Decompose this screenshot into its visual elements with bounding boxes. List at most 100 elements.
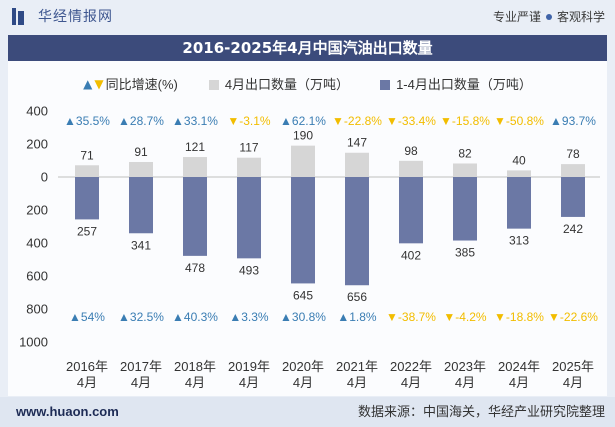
footer: www.huaon.com 数据来源：中国海关，华经产业研究院整理 (0, 397, 615, 427)
category-label: 2024年 4月 (498, 359, 540, 390)
growth-label-april: ▼-33.4% (386, 114, 436, 128)
y-tick-label: 400 (26, 236, 48, 251)
slogan: 专业严谨 客观科学 (493, 9, 605, 25)
value-label-april: 98 (404, 144, 418, 158)
category-label: 2023年 4月 (444, 359, 486, 390)
growth-label-jan-apr: ▲3.3% (229, 310, 269, 324)
category-label: 2021年 4月 (336, 359, 378, 390)
value-label-april: 82 (458, 146, 472, 160)
y-tick-label: 1000 (19, 335, 48, 350)
growth-label-jan-apr: ▼-18.8% (494, 310, 544, 324)
y-tick-label: 200 (26, 203, 48, 218)
bar-jan-apr (237, 177, 261, 259)
growth-label-jan-apr: ▲40.3% (172, 310, 218, 324)
down-triangle-icon: ▼ (94, 77, 104, 91)
legend-label-april: 4月出口数量（万吨） (224, 77, 350, 92)
y-tick-label: 0 (41, 170, 48, 185)
value-label-april: 117 (239, 141, 258, 155)
category-label: 2022年 4月 (390, 359, 432, 390)
y-tick-label: 600 (26, 269, 48, 284)
growth-label-april: ▲28.7% (118, 114, 164, 128)
bar-april (507, 170, 531, 177)
value-label-april: 91 (134, 145, 148, 159)
bar-april (237, 157, 261, 177)
value-label-april: 147 (347, 136, 367, 150)
value-label-jan-apr: 478 (185, 261, 205, 275)
bar-april (561, 164, 585, 177)
bar-april (183, 157, 207, 177)
growth-label-april: ▼-22.8% (332, 114, 382, 128)
growth-label-jan-apr: ▲54% (69, 310, 105, 324)
growth-label-jan-apr: ▼-38.7% (386, 310, 436, 324)
growth-label-jan-apr: ▲32.5% (118, 310, 164, 324)
slogan-left: 专业严谨 (492, 10, 541, 24)
legend-swatch-jan-apr (380, 79, 391, 90)
value-label-april: 78 (566, 147, 580, 161)
category-label: 2016年 4月 (66, 359, 108, 390)
logo-bar (12, 8, 16, 25)
bar-jan-apr (453, 177, 477, 241)
bar-april (75, 165, 99, 177)
category-label: 2018年 4月 (174, 359, 216, 390)
bar-jan-apr (75, 177, 99, 220)
growth-label-jan-apr: ▲1.8% (337, 310, 377, 324)
bar-april (399, 160, 423, 177)
legend-item-growth: ▲ ▼ 同比增速(%) (83, 76, 178, 93)
slogan-dot-icon (545, 14, 552, 20)
bar-april (291, 145, 315, 177)
growth-label-jan-apr: ▲30.8% (280, 310, 326, 324)
value-label-jan-apr: 257 (77, 224, 97, 238)
growth-label-april: ▲35.5% (64, 114, 110, 128)
value-label-jan-apr: 402 (401, 248, 421, 262)
up-triangle-icon: ▲ (83, 77, 93, 91)
growth-label-april: ▲93.7% (550, 114, 596, 128)
category-label: 2019年 4月 (228, 359, 270, 390)
footer-website: www.huaon.com (16, 404, 119, 419)
legend-label-growth: 同比增速(%) (105, 77, 178, 92)
category-label: 2020年 4月 (282, 359, 324, 390)
value-label-april: 190 (293, 129, 313, 143)
legend-item-april: 4月出口数量（万吨） (208, 76, 350, 93)
bar-jan-apr (291, 177, 315, 284)
growth-label-jan-apr: ▼-4.2% (443, 310, 487, 324)
chart-title: 2016-2025年4月中国汽油出口数量 (8, 35, 607, 61)
bar-april (453, 163, 477, 177)
value-label-april: 121 (185, 140, 205, 154)
bar-april (129, 161, 153, 177)
bar-jan-apr (183, 177, 207, 256)
category-label: 2017年 4月 (120, 359, 162, 390)
bar-april (345, 152, 369, 177)
bar-jan-apr (561, 177, 585, 217)
value-label-april: 71 (80, 148, 94, 162)
growth-label-april: ▼-3.1% (227, 114, 271, 128)
value-label-jan-apr: 493 (239, 263, 259, 277)
value-label-jan-apr: 385 (455, 246, 475, 260)
value-label-jan-apr: 242 (563, 222, 583, 236)
y-tick-label: 400 (26, 104, 48, 119)
site-name: 华经情报网 (38, 8, 113, 24)
growth-label-april: ▲62.1% (280, 114, 326, 128)
value-label-jan-apr: 656 (347, 290, 367, 304)
legend: ▲ ▼ 同比增速(%) 4月出口数量（万吨） 1-4月出口数量（万吨） (0, 76, 615, 93)
legend-label-jan-apr: 1-4月出口数量（万吨） (396, 77, 532, 92)
bar-jan-apr (129, 177, 153, 234)
logo-bar (18, 11, 24, 25)
value-label-jan-apr: 341 (131, 238, 151, 252)
growth-label-april: ▼-15.8% (440, 114, 490, 128)
growth-label-april: ▼-50.8% (494, 114, 544, 128)
legend-item-jan-apr: 1-4月出口数量（万吨） (380, 76, 532, 93)
bar-jan-apr (399, 177, 423, 244)
slogan-right: 客观科学 (556, 10, 605, 24)
footer-source: 数据来源：中国海关，华经产业研究院整理 (357, 404, 605, 419)
value-label-jan-apr: 313 (509, 234, 529, 248)
value-label-jan-apr: 645 (293, 288, 313, 302)
bar-jan-apr (507, 177, 531, 229)
logo-icon (12, 8, 24, 25)
y-tick-label: 200 (26, 137, 48, 152)
legend-swatch-april (208, 79, 219, 90)
growth-label-jan-apr: ▼-22.6% (548, 310, 598, 324)
growth-label-april: ▲33.1% (172, 114, 218, 128)
category-label: 2025年 4月 (552, 359, 594, 390)
header: 华经情报网 专业严谨 客观科学 (0, 0, 615, 33)
